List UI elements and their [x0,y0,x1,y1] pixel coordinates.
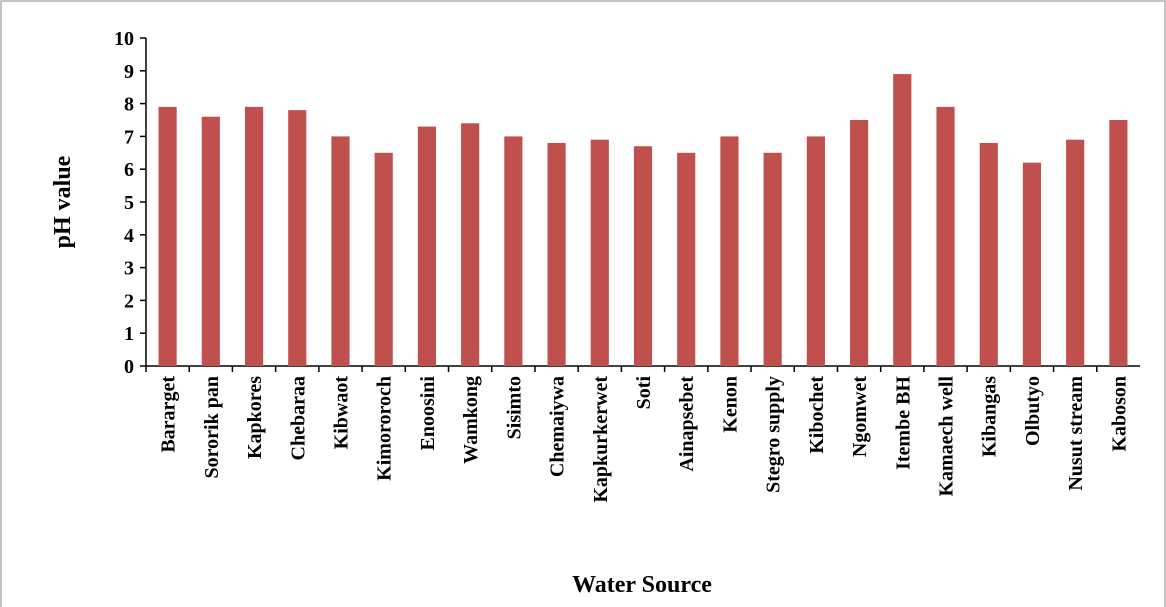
x-tick-label: Nusut stream [1065,376,1087,491]
y-tick-label: 0 [124,356,134,378]
x-tick-label: Bararget [158,376,180,453]
bar [633,146,653,366]
x-tick-label: Kaboson [1108,376,1130,452]
x-tick-label: Sororik pan [201,376,223,478]
bar [720,136,739,366]
y-tick-label: 2 [124,290,134,312]
bar [374,152,393,366]
x-tick-label: Ainapsebet [676,376,698,472]
bar [1022,162,1042,366]
y-tick-label: 5 [124,192,134,214]
bar [677,152,696,366]
bar [547,142,566,366]
x-tick-label: Kamaech well [936,376,958,497]
x-tick-label: Itembe BH [892,376,914,470]
x-tick-label: Kibwaot [330,376,352,450]
x-tick-label: Chemaiywa [547,376,569,477]
x-axis-title: Water Source [572,572,712,598]
x-tick-label: Soti [633,376,655,410]
x-tick-label: Sisimto [503,376,525,439]
x-tick-label: Chebaraa [287,376,309,460]
bar [158,106,177,366]
bar [331,136,350,366]
bar [244,106,264,366]
x-tick-label: Olbutyo [1022,376,1044,446]
y-tick-label: 9 [124,61,134,83]
y-tick-label: 1 [124,323,134,345]
bar [979,142,998,366]
bar [201,116,220,366]
y-tick-label: 8 [124,94,134,116]
x-tick-label: Stegro supply [763,376,785,493]
bar [461,123,480,366]
x-tick-label: Kapkores [244,376,266,459]
y-tick-label: 3 [124,258,134,280]
x-tick-label: Kenon [719,376,741,433]
bar [417,126,436,366]
x-tick-label: Kapkurkerwet [590,376,612,503]
y-axis-title: pH value [50,155,76,248]
y-tick-label: 4 [124,225,134,247]
bar [504,136,523,366]
x-tick-label: Kibochet [806,376,828,454]
x-tick-label: Kibangas [979,376,1001,457]
bar [288,110,307,366]
bar [850,120,869,366]
y-tick-label: 7 [124,126,134,148]
bar [1109,120,1128,366]
bar [1066,139,1085,366]
x-tick-label: Wamkong [460,376,482,464]
x-tick-label: Ngomwet [849,376,871,457]
x-tick-label: Kimororoch [374,376,396,481]
bar [590,139,609,366]
bar [893,74,912,366]
bar [806,136,825,366]
x-tick-label: Enoosini [417,376,439,451]
y-tick-label: 6 [124,159,134,181]
y-tick-label: 10 [114,28,134,50]
bar [763,152,782,366]
bar [936,106,955,366]
